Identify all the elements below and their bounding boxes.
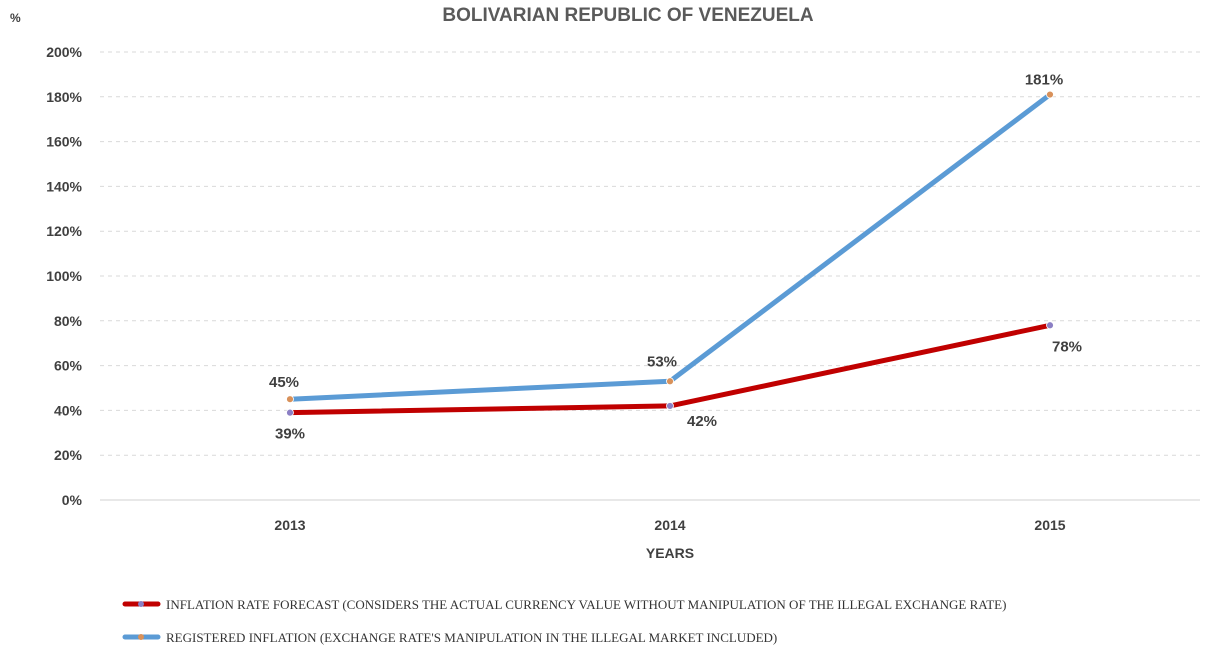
data-label-registered: 181% [1025, 72, 1063, 89]
legend-marker-forecast [138, 601, 144, 607]
data-point-registered [286, 395, 294, 404]
data-point-registered [1046, 90, 1054, 99]
y-tick-label: 140% [46, 178, 82, 194]
y-tick-label: 100% [46, 268, 82, 284]
data-label-forecast: 39% [275, 426, 305, 443]
y-unit-label: % [10, 11, 21, 25]
gridlines [100, 51, 1200, 501]
data-point-forecast [286, 408, 294, 417]
x-tick-label: 2015 [1034, 517, 1065, 533]
legend: INFLATION RATE FORECAST (CONSIDERS THE A… [122, 597, 1006, 645]
data-label-forecast: 78% [1052, 338, 1082, 355]
x-axis-label: YEARS [646, 545, 694, 561]
chart-title: BOLIVARIAN REPUBLIC OF VENEZUELA [442, 5, 813, 26]
legend-label-forecast: INFLATION RATE FORECAST (CONSIDERS THE A… [166, 597, 1006, 612]
y-tick-label: 160% [46, 134, 82, 150]
y-tick-label: 180% [46, 89, 82, 105]
y-tick-label: 200% [46, 44, 82, 60]
y-tick-label: 40% [54, 402, 83, 418]
y-tick-label: 80% [54, 313, 83, 329]
data-point-forecast [1046, 321, 1054, 330]
data-label-registered: 53% [647, 353, 677, 370]
data-point-forecast [666, 402, 674, 410]
data-label-forecast: 42% [687, 413, 717, 430]
x-tick-label: 2014 [654, 517, 685, 533]
series-group: 39% 42% 78% 45% 53% 181% [269, 72, 1082, 443]
y-tick-label: 0% [62, 492, 83, 508]
x-tick-label: 2013 [274, 517, 305, 533]
y-axis-ticks: 0% 20% 40% 60% 80% 100% 120% 140% 160% 180% 200% [46, 44, 82, 508]
y-tick-label: 120% [46, 223, 82, 239]
legend-marker-registered [138, 634, 144, 640]
y-tick-label: 20% [54, 447, 83, 463]
data-label-registered: 45% [269, 374, 299, 391]
legend-label-registered: REGISTERED INFLATION (EXCHANGE RATE'S MA… [166, 630, 777, 645]
data-point-registered [666, 377, 674, 386]
legend-item-forecast: INFLATION RATE FORECAST (CONSIDERS THE A… [122, 597, 1006, 612]
y-tick-label: 60% [54, 358, 83, 374]
legend-item-registered: REGISTERED INFLATION (EXCHANGE RATE'S MA… [122, 630, 777, 645]
x-axis-ticks: 2013 2014 2015 [274, 517, 1065, 533]
